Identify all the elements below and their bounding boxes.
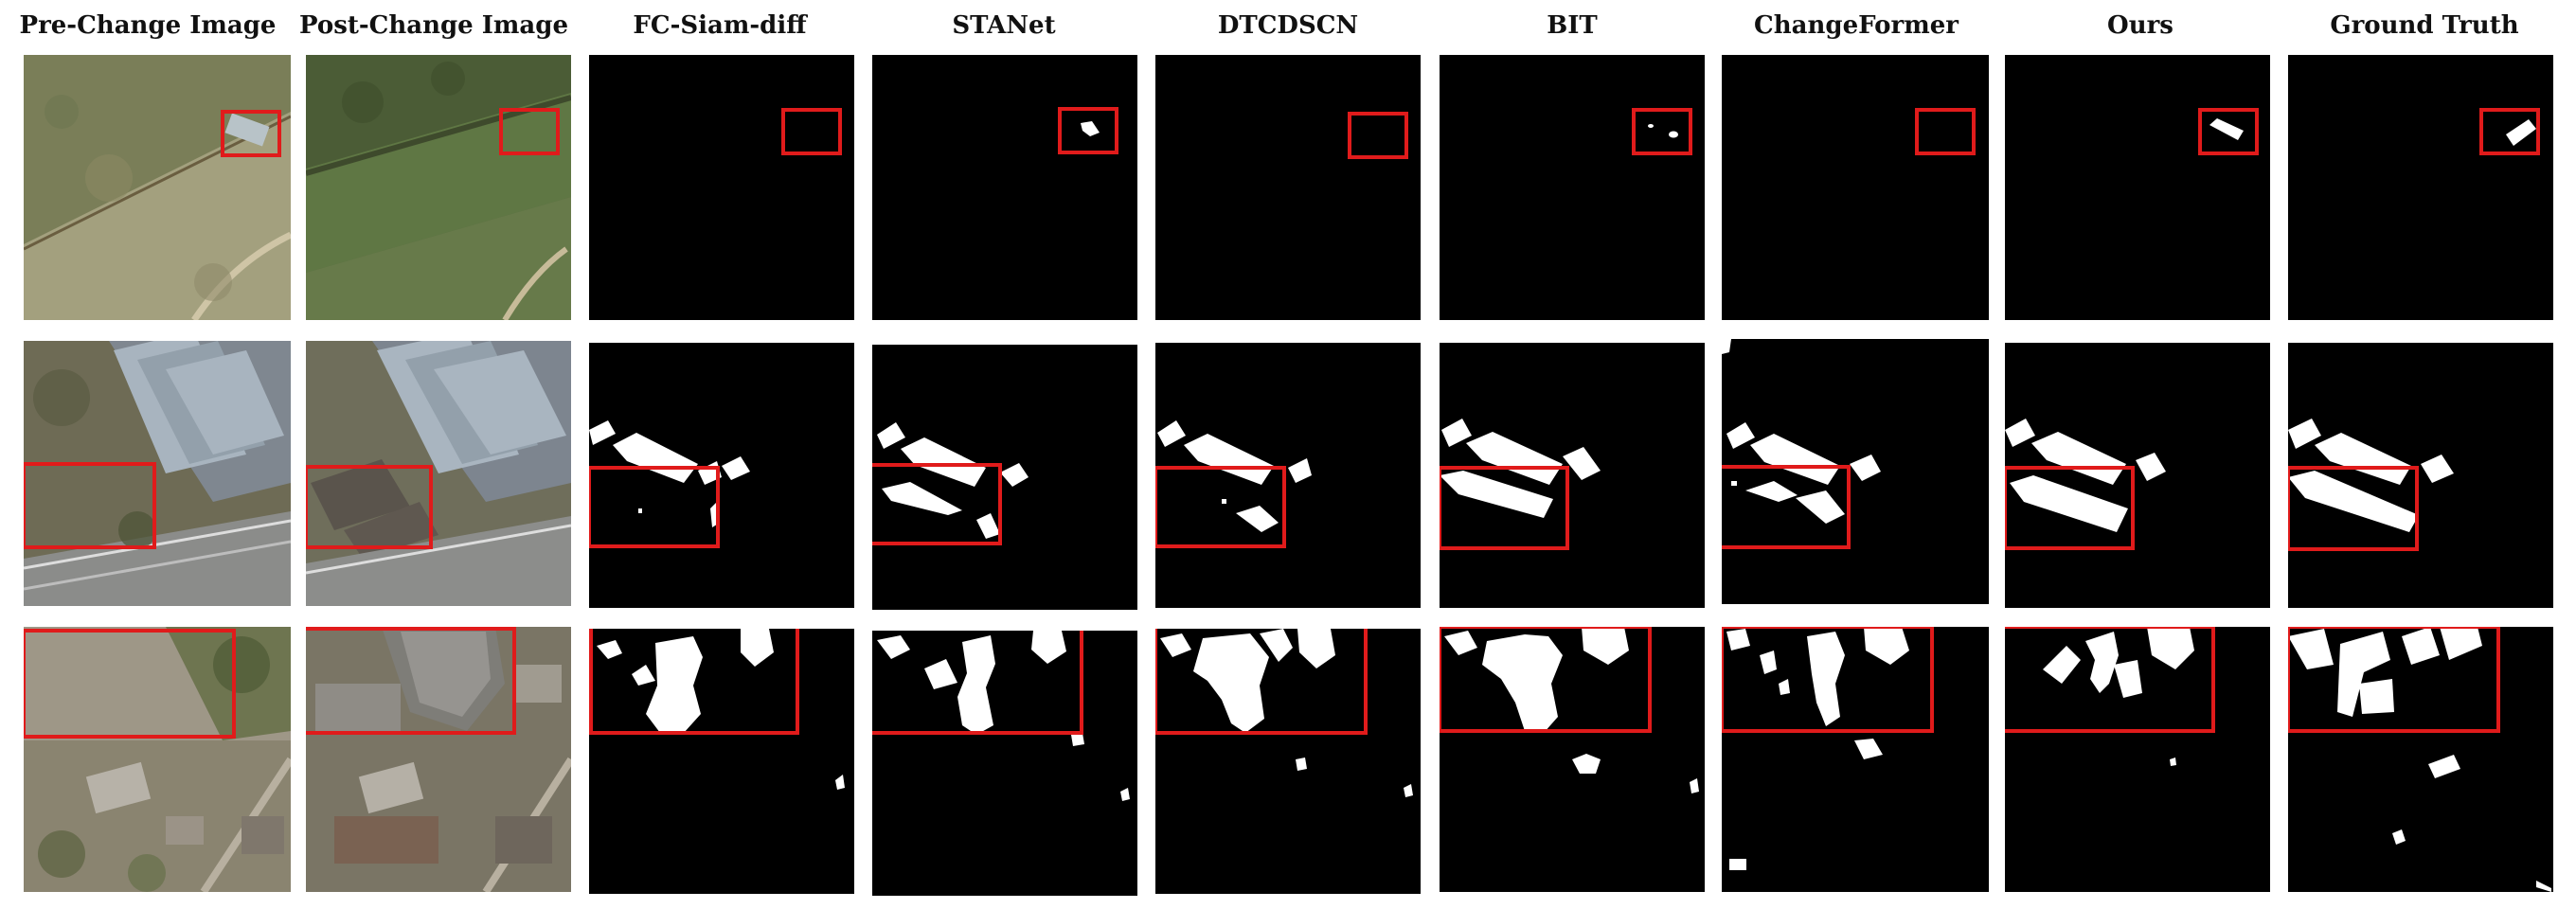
post-change-image-row-3 <box>306 627 571 892</box>
ground-truth-mask-row-3 <box>2288 627 2553 892</box>
column-header-fc-siam-diff: FC-Siam-diff <box>633 11 807 40</box>
post-change-image-row-1 <box>306 55 571 320</box>
changeformer-mask-row-3 <box>1722 627 1989 892</box>
pre-change-image-row-1 <box>24 55 291 320</box>
ours-mask-row-1 <box>2005 55 2270 320</box>
ours-mask-row-3 <box>2005 627 2270 892</box>
post-change-image-row-2 <box>306 341 571 606</box>
ground-truth-mask-row-2 <box>2288 343 2553 608</box>
fc-siam-diff-mask-row-1 <box>589 55 854 320</box>
ground-truth-mask-row-1 <box>2288 55 2553 320</box>
stanet-mask-row-2 <box>872 345 1137 610</box>
dtcdscn-mask-row-2 <box>1155 343 1421 608</box>
bit-mask-row-1 <box>1440 55 1705 320</box>
dtcdscn-mask-row-1 <box>1155 55 1421 320</box>
ours-mask-row-2 <box>2005 343 2270 608</box>
changeformer-mask-row-1 <box>1722 55 1989 320</box>
column-header-ours: Ours <box>2107 11 2174 40</box>
column-header-changeformer: ChangeFormer <box>1754 11 1959 40</box>
fc-siam-diff-mask-row-2 <box>589 343 854 608</box>
dtcdscn-mask-row-3 <box>1155 629 1421 894</box>
stanet-mask-row-3 <box>872 631 1137 896</box>
column-header-dtcdscn: DTCDSCN <box>1217 11 1359 40</box>
column-header-stanet: STANet <box>952 11 1056 40</box>
column-header-bit: BIT <box>1547 11 1598 40</box>
fc-siam-diff-mask-row-3 <box>589 629 854 894</box>
bit-mask-row-2 <box>1440 343 1705 608</box>
changeformer-mask-row-2 <box>1722 339 1989 604</box>
pre-change-image-row-2 <box>24 341 291 606</box>
pre-change-image-row-3 <box>24 627 291 892</box>
column-header-pre: Pre-Change Image <box>19 11 277 40</box>
column-header-ground-truth: Ground Truth <box>2330 11 2519 40</box>
stanet-mask-row-1 <box>872 55 1137 320</box>
column-header-post: Post-Change Image <box>299 11 568 40</box>
bit-mask-row-3 <box>1440 627 1705 892</box>
